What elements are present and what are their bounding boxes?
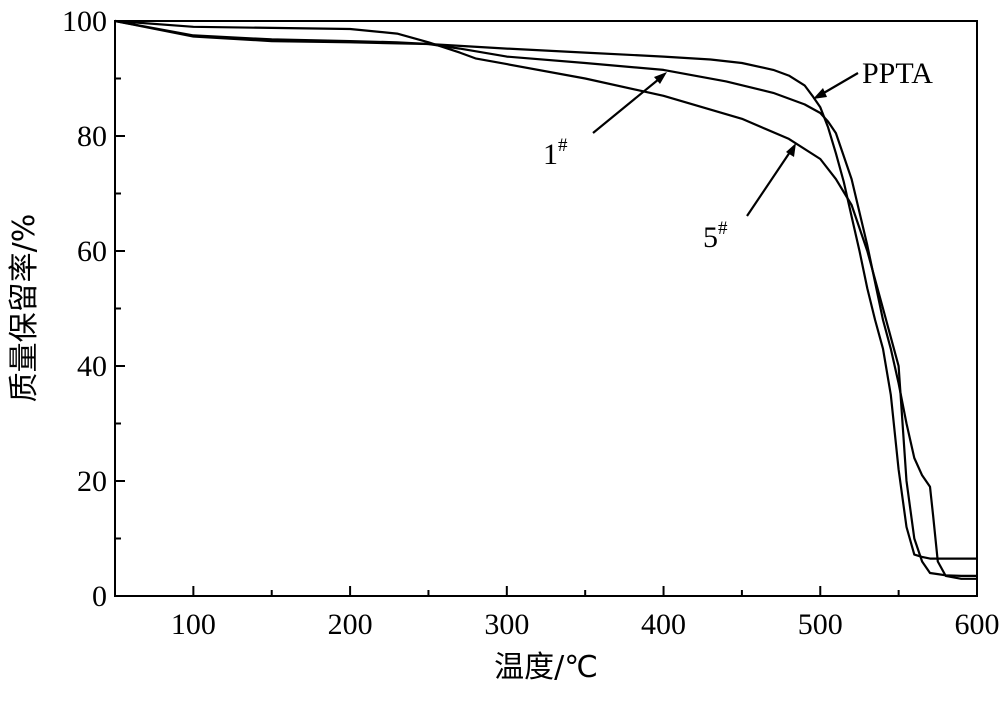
axis-ticks	[114, 20, 978, 597]
y-tick-label: 100	[62, 5, 107, 38]
annotation-arrow-1	[592, 78, 660, 134]
annotation-arrow-ppta	[821, 72, 859, 95]
annotation-5-text: 5	[703, 221, 718, 254]
series-line-2	[114, 19, 977, 580]
annotation-label-5: 5#	[703, 218, 728, 254]
annotation-1-text: 1	[543, 138, 558, 171]
annotation-ppta-text: PPTA	[862, 57, 933, 90]
plot-frame	[114, 20, 978, 597]
annotation-arrow-5	[746, 151, 791, 217]
series-line-1	[114, 19, 977, 560]
annotation-arrowhead-ppta	[813, 88, 827, 99]
series-line-3	[114, 19, 977, 578]
x-tick-label: 200	[328, 608, 373, 641]
y-tick-label: 60	[77, 235, 107, 268]
tick-labels: 100 200 300 400 500 600 0 20 40 60 80 100	[62, 5, 1000, 641]
annotation-arrowhead-1	[654, 72, 667, 84]
x-tick-label: 400	[641, 608, 686, 641]
y-tick-label: 20	[77, 465, 107, 498]
x-tick-label: 600	[955, 608, 1000, 641]
x-tick-label: 300	[484, 608, 529, 641]
y-axis-title: 质量保留率/%	[7, 214, 42, 403]
y-tick-label: 40	[77, 350, 107, 383]
annotation-label-ppta: PPTA	[862, 57, 933, 90]
y-tick-label: 0	[92, 580, 107, 613]
series-layer	[114, 19, 977, 580]
x-axis-title: 温度/℃	[494, 650, 598, 685]
x-tick-label: 100	[171, 608, 216, 641]
annotations: PPTA 1# 5#	[543, 57, 933, 254]
y-tick-label: 80	[77, 120, 107, 153]
annotation-5-sup: #	[718, 218, 728, 239]
annotation-label-1: 1#	[543, 135, 568, 171]
annotation-arrowhead-5	[786, 143, 796, 157]
x-tick-label: 500	[798, 608, 843, 641]
annotation-1-sup: #	[558, 135, 568, 156]
